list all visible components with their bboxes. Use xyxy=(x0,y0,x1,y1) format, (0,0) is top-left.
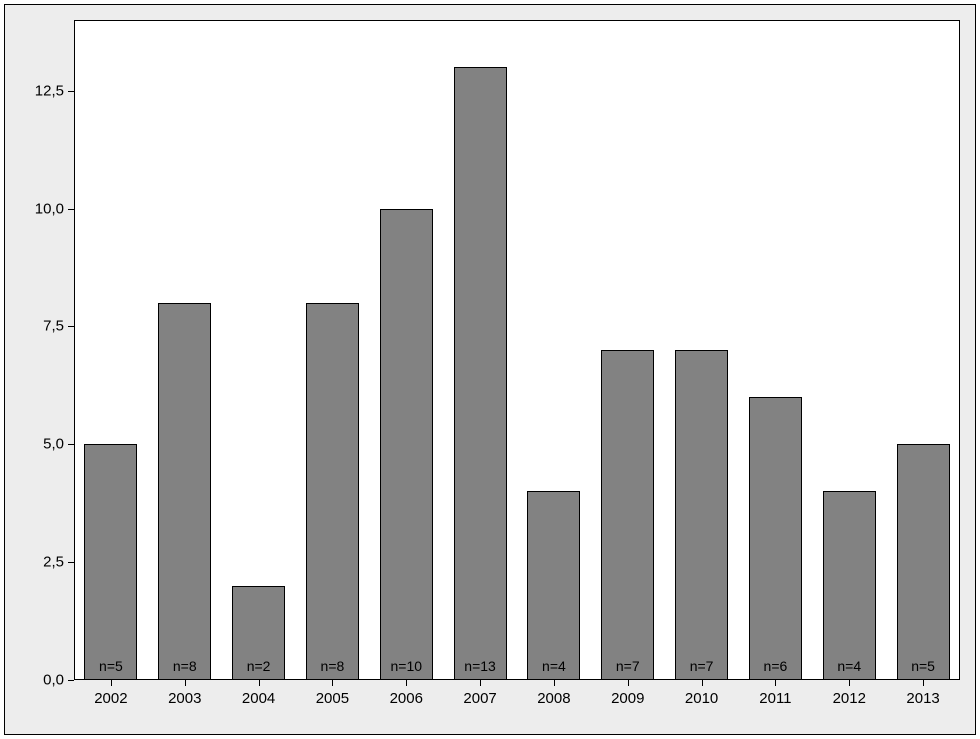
x-tick-label: 2005 xyxy=(316,690,349,707)
bar-data-label: n=6 xyxy=(764,658,788,674)
bar xyxy=(84,444,137,680)
x-tick xyxy=(923,680,924,686)
bar-data-label: n=8 xyxy=(173,658,197,674)
bar xyxy=(675,350,728,680)
x-tick xyxy=(259,680,260,686)
y-tick xyxy=(68,444,74,445)
bar xyxy=(897,444,950,680)
x-tick xyxy=(775,680,776,686)
x-tick-label: 2012 xyxy=(833,690,866,707)
y-tick xyxy=(68,326,74,327)
x-tick-label: 2013 xyxy=(906,690,939,707)
bar xyxy=(380,209,433,680)
x-tick xyxy=(111,680,112,686)
x-tick xyxy=(332,680,333,686)
x-tick-label: 2006 xyxy=(390,690,423,707)
y-tick-label: 12,5 xyxy=(35,82,64,99)
chart-container: 0,0 2,5 5,0 7,5 10,0 12,5 2002 2003 2004 2005 2006… xyxy=(0,0,980,739)
bar-data-label: n=7 xyxy=(690,658,714,674)
y-tick-label: 2,5 xyxy=(43,554,64,571)
bar xyxy=(749,397,802,680)
x-tick-label: 2011 xyxy=(759,690,791,707)
bar xyxy=(601,350,654,680)
bar-data-label: n=13 xyxy=(464,658,496,674)
y-tick-label: 7,5 xyxy=(43,318,64,335)
bar-data-label: n=8 xyxy=(321,658,345,674)
bar xyxy=(454,67,507,680)
bar xyxy=(823,491,876,680)
y-tick xyxy=(68,680,74,681)
y-tick xyxy=(68,91,74,92)
bar xyxy=(158,303,211,680)
bar-data-label: n=5 xyxy=(99,658,123,674)
x-tick xyxy=(480,680,481,686)
x-tick-label: 2007 xyxy=(463,690,496,707)
y-tick xyxy=(68,562,74,563)
x-tick xyxy=(849,680,850,686)
x-tick xyxy=(554,680,555,686)
bar-data-label: n=10 xyxy=(390,658,422,674)
bar-data-label: n=2 xyxy=(247,658,271,674)
y-tick-label: 10,0 xyxy=(35,200,64,217)
x-tick xyxy=(628,680,629,686)
x-tick-label: 2003 xyxy=(168,690,201,707)
bar-data-label: n=7 xyxy=(616,658,640,674)
x-tick-label: 2008 xyxy=(537,690,570,707)
x-tick-label: 2010 xyxy=(685,690,718,707)
x-tick xyxy=(702,680,703,686)
x-tick-label: 2002 xyxy=(94,690,127,707)
x-tick xyxy=(406,680,407,686)
bar-data-label: n=4 xyxy=(837,658,861,674)
bar-data-label: n=4 xyxy=(542,658,566,674)
bar xyxy=(527,491,580,680)
x-tick-label: 2004 xyxy=(242,690,275,707)
x-tick xyxy=(185,680,186,686)
y-tick-label: 0,0 xyxy=(43,672,64,689)
x-tick-label: 2009 xyxy=(611,690,644,707)
bar xyxy=(306,303,359,680)
y-tick xyxy=(68,209,74,210)
bar-data-label: n=5 xyxy=(911,658,935,674)
y-tick-label: 5,0 xyxy=(43,436,64,453)
